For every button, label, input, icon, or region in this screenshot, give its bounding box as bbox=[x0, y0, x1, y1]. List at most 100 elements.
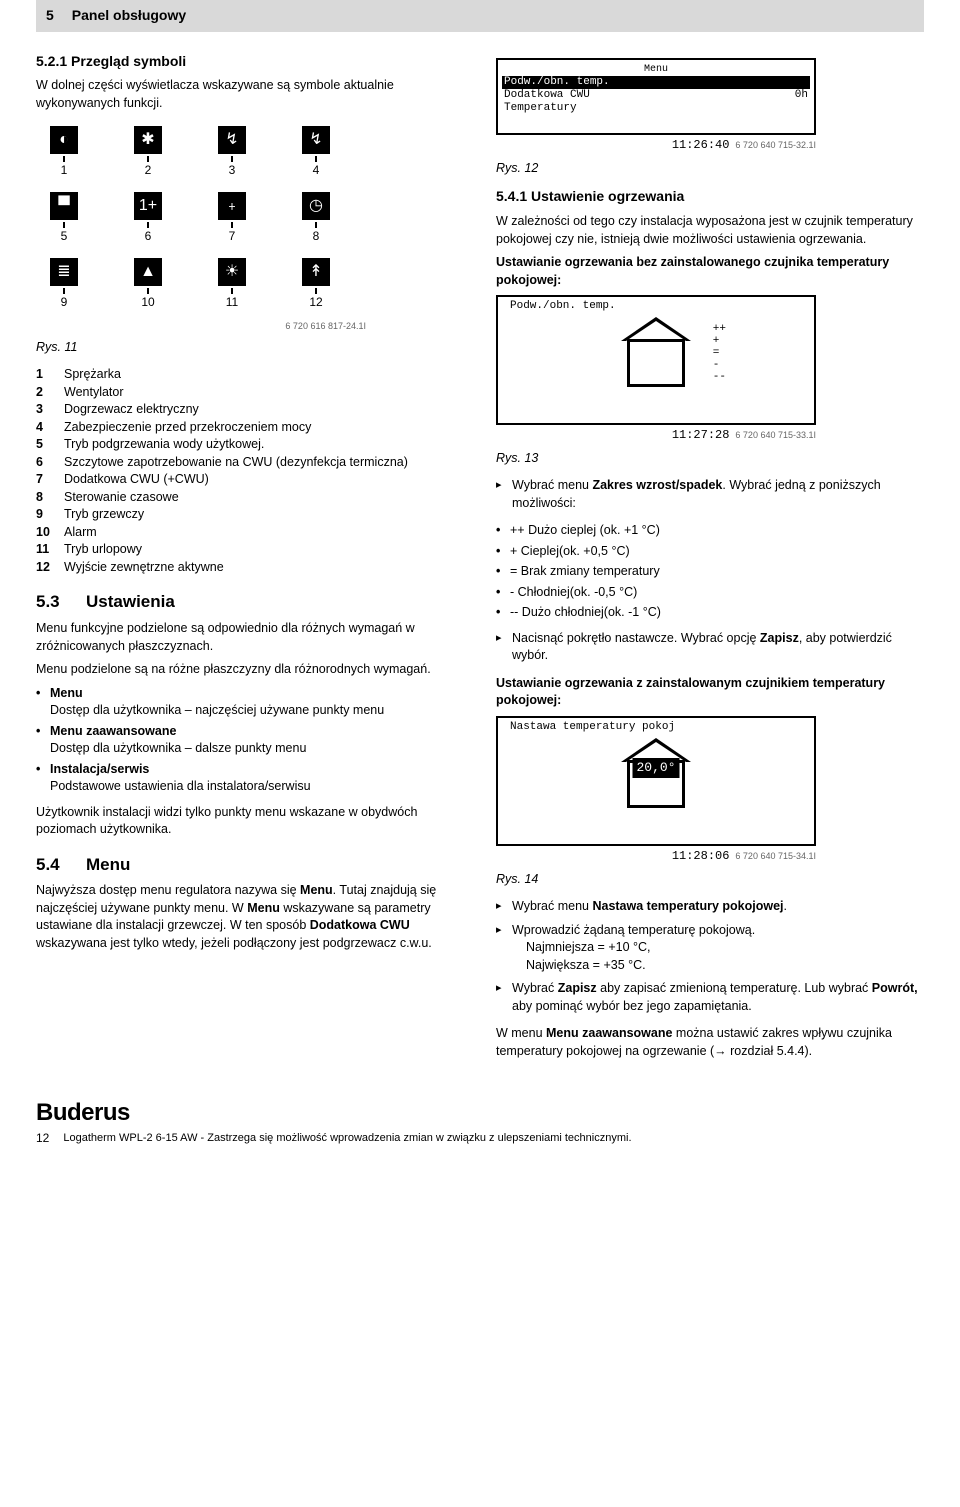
lcd-fig14: Nastawa temperatury pokoj 20,0° bbox=[496, 716, 816, 846]
step-13a: Wybrać menu Zakres wzrost/spadek. Wybrać… bbox=[496, 477, 924, 512]
legend-text: Wentylator bbox=[64, 384, 124, 402]
symbol-icon: ≣ 9 bbox=[36, 258, 92, 314]
icon-grid: ◐ 1✱ 2↯ 3↯ 4▀ 51+ 6﹢ 7◷ 8≣ 9▲ 10☀ 11↟ 12 bbox=[36, 126, 464, 314]
closing-p: W menu Menu zaawansowane można ustawić z… bbox=[496, 1025, 924, 1060]
legend-text: Dodatkowa CWU (+CWU) bbox=[64, 471, 209, 489]
symbol-icon: ✱ 2 bbox=[120, 126, 176, 182]
brand-logo: Buderus bbox=[36, 1096, 924, 1130]
symbol-icon: ↟ 12 bbox=[288, 258, 344, 314]
step-13b: Nacisnąć pokrętło nastawcze. Wybrać opcj… bbox=[496, 630, 924, 665]
step-item: Wybrać menu Nastawa temperatury pokojowe… bbox=[496, 898, 924, 916]
s541-p: W zależności od tego czy instalacja wypo… bbox=[496, 213, 924, 248]
legend-row: 2 Wentylator bbox=[36, 384, 464, 402]
breadcrumb-num: 5 bbox=[46, 6, 54, 26]
symbol-number: 9 bbox=[36, 294, 92, 311]
right-column: Menu Podw./obn. temp. Dodatkowa CWU 0h Te… bbox=[496, 52, 924, 1067]
symbol-icon: ↯ 3 bbox=[204, 126, 260, 182]
symbol-glyph: ↯ bbox=[302, 126, 330, 154]
legend-text: Tryb podgrzewania wody użytkowej. bbox=[64, 436, 264, 454]
steps-14: Wybrać menu Nastawa temperatury pokojowe… bbox=[496, 898, 924, 1015]
step-item: Wybrać Zapisz aby zapisać zmienioną temp… bbox=[496, 980, 924, 1015]
symbol-glyph: ▀ bbox=[50, 192, 78, 220]
heading-53-num: 5.3 bbox=[36, 590, 70, 614]
legend-row: 9 Tryb grzewczy bbox=[36, 506, 464, 524]
symbol-glyph: ☀ bbox=[218, 258, 246, 286]
legend-row: 11Tryb urlopowy bbox=[36, 541, 464, 559]
left-column: 5.2.1 Przegląd symboli W dolnej części w… bbox=[36, 52, 464, 1067]
symbol-glyph: 1+ bbox=[134, 192, 162, 220]
s53-p2: Menu podzielone są na różne płaszczyzny … bbox=[36, 661, 464, 679]
symbol-number: 8 bbox=[288, 228, 344, 245]
lcd12-title: Menu bbox=[502, 64, 810, 76]
option-item: + Cieplej(ok. +0,5 °C) bbox=[496, 543, 924, 561]
menu-level-item: MenuDostęp dla użytkownika – najczęściej… bbox=[36, 685, 464, 720]
legend-row: 10Alarm bbox=[36, 524, 464, 542]
legend-list: 1 Sprężarka 2 Wentylator 3 Dogrzewacz elektry… bbox=[36, 366, 464, 576]
lcd12-r3: Temperatury bbox=[504, 102, 577, 115]
symbol-icon: ﹢ 7 bbox=[204, 192, 260, 248]
s53-p3: Użytkownik instalacji widzi tylko punkty… bbox=[36, 804, 464, 839]
legend-text: Sterowanie czasowe bbox=[64, 489, 179, 507]
legend-num: 1 bbox=[36, 366, 54, 384]
steps-13: Wybrać menu Zakres wzrost/spadek. Wybrać… bbox=[496, 477, 924, 512]
symbol-number: 3 bbox=[204, 162, 260, 179]
symbol-icon: ↯ 4 bbox=[288, 126, 344, 182]
intro-521: W dolnej części wyświetlacza wskazywane … bbox=[36, 77, 464, 112]
option-item: - Chłodniej(ok. -0,5 °C) bbox=[496, 584, 924, 602]
symbol-icon: ◐ 1 bbox=[36, 126, 92, 182]
symbol-number: 12 bbox=[288, 294, 344, 311]
lcd12-r1: Podw./obn. temp. bbox=[504, 76, 610, 89]
lcd13-label: Podw./obn. temp. bbox=[506, 299, 620, 314]
legend-row: 3 Dogrzewacz elektryczny bbox=[36, 401, 464, 419]
fig14-caption: Rys. 14 bbox=[496, 871, 924, 889]
footer: Buderus 12 Logatherm WPL-2 6-15 AW - Zas… bbox=[36, 1096, 924, 1146]
symbol-number: 6 bbox=[120, 228, 176, 245]
step-item: Wprowadzić żądaną temperaturę pokojową.N… bbox=[496, 922, 924, 975]
lcd14-label: Nastawa temperatury pokoj bbox=[506, 720, 679, 735]
lcd12-r2l: Dodatkowa CWU bbox=[504, 89, 590, 102]
lcd14-time: 11:28:06 bbox=[672, 848, 730, 865]
lcd-fig12: Menu Podw./obn. temp. Dodatkowa CWU 0h Te… bbox=[496, 58, 816, 136]
symbol-icon: ▀ 5 bbox=[36, 192, 92, 248]
lcd13-code: 6 720 640 715-33.1I bbox=[735, 429, 816, 442]
option-item: ++ Dużo cieplej (ok. +1 °C) bbox=[496, 522, 924, 540]
legend-num: 8 bbox=[36, 489, 54, 507]
legend-text: Tryb grzewczy bbox=[64, 506, 144, 524]
symbol-number: 1 bbox=[36, 162, 92, 179]
opts-13: ++ Dużo cieplej (ok. +1 °C) + Cieplej(ok.… bbox=[496, 522, 924, 622]
legend-num: 9 bbox=[36, 506, 54, 524]
legend-row: 8 Sterowanie czasowe bbox=[36, 489, 464, 507]
symbol-glyph: ﹢ bbox=[218, 192, 246, 220]
option-item: -- Dużo chłodniej(ok. -1 °C) bbox=[496, 604, 924, 622]
symbol-glyph: ↯ bbox=[218, 126, 246, 154]
heading-541: 5.4.1 Ustawienie ogrzewania bbox=[496, 187, 924, 207]
legend-text: Wyjście zewnętrzne aktywne bbox=[64, 559, 224, 577]
s54-p1: Najwyższa dostęp menu regulatora nazywa … bbox=[36, 882, 464, 952]
legend-num: 6 bbox=[36, 454, 54, 472]
heading-54: 5.4 Menu bbox=[36, 853, 464, 877]
with-sensor-heading: Ustawianie ogrzewania z zainstalowanym c… bbox=[496, 675, 924, 710]
heading-53: 5.3 Ustawienia bbox=[36, 590, 464, 614]
legend-num: 5 bbox=[36, 436, 54, 454]
symbol-number: 5 bbox=[36, 228, 92, 245]
legend-num: 3 bbox=[36, 401, 54, 419]
legend-text: Sprężarka bbox=[64, 366, 121, 384]
breadcrumb-title: Panel obsługowy bbox=[72, 6, 186, 26]
lcd-fig13: Podw./obn. temp. ++ + = - -- bbox=[496, 295, 816, 425]
option-item: = Brak zmiany temperatury bbox=[496, 563, 924, 581]
legend-row: 6Szczytowe zapotrzebowanie na CWU (dezyn… bbox=[36, 454, 464, 472]
legend-num: 10 bbox=[36, 524, 54, 542]
legend-row: 7Dodatkowa CWU (+CWU) bbox=[36, 471, 464, 489]
legend-num: 2 bbox=[36, 384, 54, 402]
symbol-glyph: ▲ bbox=[134, 258, 162, 286]
legend-num: 12 bbox=[36, 559, 54, 577]
lcd12-r2r: 0h bbox=[795, 89, 808, 102]
legend-text: Dogrzewacz elektryczny bbox=[64, 401, 199, 419]
symbol-icon: 1+ 6 bbox=[120, 192, 176, 248]
legend-row: 4Zabezpieczenie przed przekroczeniem moc… bbox=[36, 419, 464, 437]
lcd13-time: 11:27:28 bbox=[672, 427, 730, 444]
no-sensor-heading: Ustawianie ogrzewania bez zainstalowaneg… bbox=[496, 254, 924, 289]
symbol-glyph: ≣ bbox=[50, 258, 78, 286]
legend-text: Zabezpieczenie przed przekroczeniem mocy bbox=[64, 419, 311, 437]
symbol-number: 11 bbox=[204, 294, 260, 311]
